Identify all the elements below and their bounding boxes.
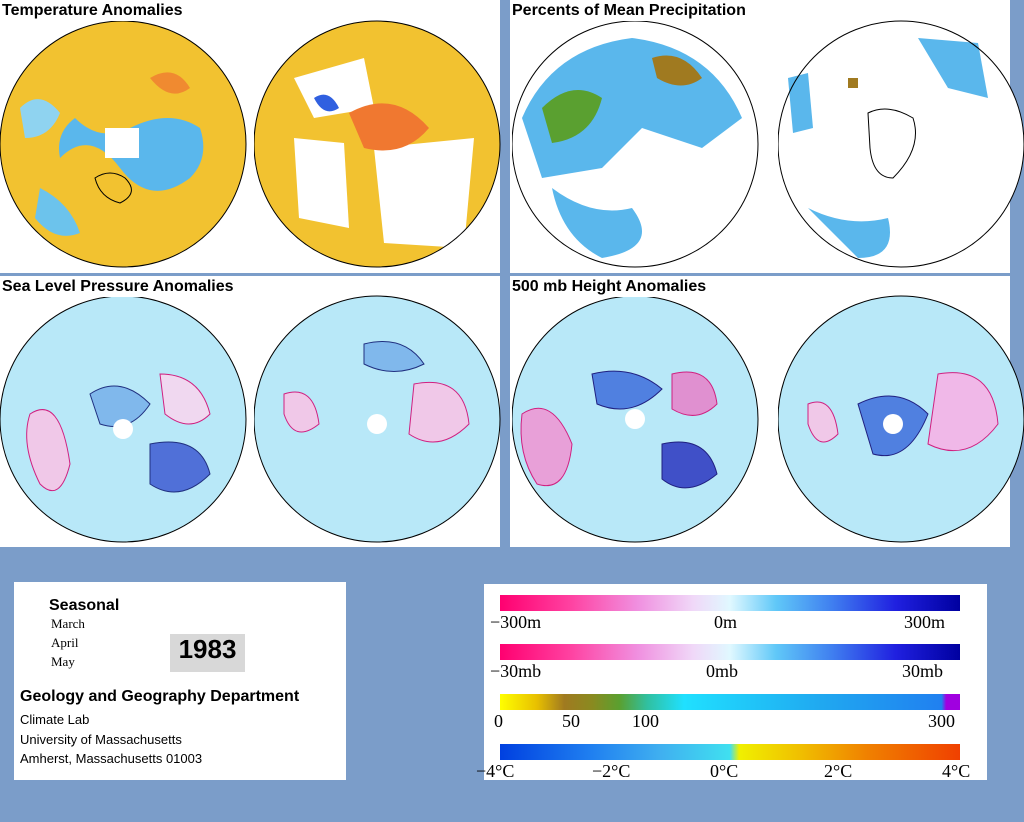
height-tick-max: 300m	[904, 612, 946, 632]
pressure-panel: Sea Level Pressure Anomalies	[0, 276, 501, 547]
info-line-3: Amherst, Massachusetts 01003	[20, 751, 203, 766]
department-name: Geology and Geography Department	[20, 688, 300, 705]
height-globe-north	[512, 295, 759, 543]
precipitation-title: Percents of Mean Precipitation	[510, 0, 750, 21]
temperature-globe-south	[254, 20, 501, 268]
height-tick-min: −300m	[490, 612, 542, 632]
precipitation-globe-south	[778, 20, 1024, 268]
temperature-tick-0: 0°C	[710, 761, 739, 781]
pressure-tick-min: −30mb	[490, 661, 542, 681]
temperature-title: Temperature Anomalies	[0, 0, 187, 21]
precipitation-tick-100: 100	[632, 711, 659, 731]
month-2: April	[51, 635, 79, 650]
month-1: March	[51, 616, 85, 631]
pressure-title: Sea Level Pressure Anomalies	[0, 276, 238, 297]
temperature-tick-neg4: −4°C	[476, 761, 515, 781]
temperature-panel: Temperature Anomalies	[0, 0, 501, 273]
info-panel: Seasonal March April May 1983 Geology an…	[14, 582, 346, 780]
temperature-colorbar	[500, 744, 960, 760]
info-line-1: Climate Lab	[20, 712, 90, 727]
height-title: 500 mb Height Anomalies	[510, 276, 711, 297]
pressure-globe-north	[0, 295, 247, 543]
precipitation-panel: Percents of Mean Precipitation	[510, 0, 1024, 273]
temperature-tick-2: 2°C	[824, 761, 853, 781]
precipitation-tick-0: 0	[494, 711, 503, 731]
pressure-tick-max: 30mb	[902, 661, 944, 681]
pressure-tick-mid: 0mb	[706, 661, 739, 681]
temperature-tick-4: 4°C	[942, 761, 971, 781]
precipitation-colorbar	[500, 694, 960, 710]
precipitation-tick-300: 300	[928, 711, 955, 731]
height-panel: 500 mb Height Anomalies	[510, 276, 1024, 547]
precipitation-globe-north	[512, 20, 759, 268]
height-globe-south	[778, 295, 1024, 543]
pressure-globe-south	[254, 295, 501, 543]
height-tick-mid: 0m	[714, 612, 738, 632]
temperature-tick-neg2: −2°C	[592, 761, 631, 781]
month-3: May	[51, 654, 75, 669]
height-colorbar	[500, 595, 960, 611]
info-line-2: University of Massachusetts	[20, 732, 182, 747]
period-heading: Seasonal	[49, 597, 120, 614]
precipitation-tick-50: 50	[562, 711, 580, 731]
legend-panel: −300m 0m 300m −30mb 0mb 30mb 0 50 100 30…	[476, 584, 987, 781]
year-badge: 1983	[170, 634, 245, 672]
temperature-globe-north	[0, 20, 247, 268]
pressure-colorbar	[500, 644, 960, 660]
